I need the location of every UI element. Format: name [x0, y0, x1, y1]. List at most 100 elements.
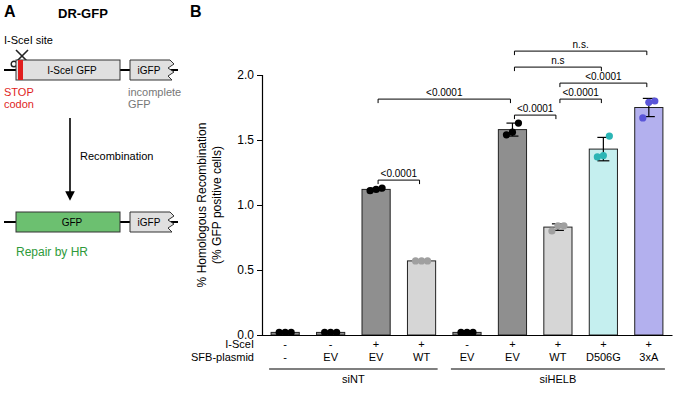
data-point	[651, 97, 658, 104]
significance-bracket	[514, 51, 646, 55]
y-tick-mark	[257, 75, 262, 76]
data-point	[639, 114, 646, 121]
x-tick: WT	[413, 335, 430, 363]
row-value: +	[418, 338, 424, 350]
group-label: siHELB	[540, 373, 577, 385]
data-point	[424, 257, 431, 264]
x-tick: D506G	[586, 335, 621, 363]
arrow	[69, 118, 71, 196]
stop-label: STOP	[4, 86, 34, 98]
x-axis-line	[263, 335, 673, 336]
significance-bracket	[514, 115, 555, 119]
row-value: +	[600, 338, 606, 350]
significance-label: <0.0001	[585, 71, 622, 82]
x-tick-label: EV	[323, 351, 338, 363]
x-tick-label: EV	[369, 351, 384, 363]
y-tick-label: 2.0	[237, 68, 254, 82]
plot-area	[271, 97, 663, 335]
gene-box	[16, 60, 120, 80]
row-value: +	[646, 338, 652, 350]
row-value: +	[373, 338, 379, 350]
data-point	[288, 329, 295, 335]
group-label: siNT	[342, 373, 365, 385]
y-tick: 2.0	[237, 68, 262, 82]
x-tick: 3xA	[639, 335, 659, 363]
data-point	[594, 153, 601, 160]
data-point	[372, 186, 379, 193]
gene-box	[16, 212, 120, 232]
y-tick-mark	[257, 270, 262, 271]
y-tick-mark	[257, 205, 262, 206]
y-tick-mark	[257, 140, 262, 141]
x-tick-label: 3xA	[639, 351, 659, 363]
partial-gene-box	[130, 60, 174, 80]
group-line	[451, 368, 665, 369]
figure: ADR-GFPI-SceI siteI-SceI GFPiGFPSTOPcodo…	[0, 0, 682, 415]
x-tick: -	[283, 335, 287, 363]
data-point	[378, 185, 385, 192]
y-axis-line	[257, 76, 263, 336]
bar	[589, 149, 617, 335]
data-point	[366, 187, 373, 194]
y-axis-title: % Homologous Recombination	[195, 123, 209, 288]
data-point	[548, 227, 555, 234]
group-line	[269, 368, 438, 369]
significance-bracket	[378, 180, 419, 184]
x-tick-label: D506G	[586, 351, 621, 363]
panel-label: A	[4, 3, 16, 20]
bar	[498, 130, 526, 335]
significance-bracket	[560, 99, 601, 103]
x-tick-label: -	[283, 351, 287, 363]
x-tick: WT	[549, 335, 566, 363]
x-tick-label: EV	[505, 351, 520, 363]
y-tick-label: 0.5	[237, 263, 254, 277]
gene-label: I-SceI GFP	[47, 65, 97, 76]
data-point	[560, 222, 567, 229]
y-tick-label: 1.0	[237, 198, 254, 212]
x-tick: EV	[323, 335, 338, 363]
x-tick-label: WT	[549, 351, 566, 363]
x-tick: EV	[505, 335, 520, 363]
y-tick-mark	[257, 335, 262, 336]
x-tick-label: EV	[460, 351, 475, 363]
cut-site-label: I-SceI site	[4, 34, 53, 46]
gene-label: GFP	[62, 217, 83, 228]
data-point	[469, 329, 476, 335]
y-axis: 0.00.51.01.52.0	[237, 68, 262, 342]
row-value: -	[329, 338, 333, 350]
significance-annotations: <0.0001<0.0001<0.0001<0.0001<0.0001n.sn.…	[378, 39, 647, 184]
partial-gene-label: iGFP	[138, 217, 161, 228]
panel-a: ADR-GFPI-SceI siteI-SceI GFPiGFPSTOPcodo…	[4, 3, 181, 259]
bar	[362, 189, 390, 335]
significance-bracket	[514, 67, 601, 71]
x-tick: EV	[369, 335, 384, 363]
data-point	[600, 152, 607, 159]
significance-label: n.s.	[573, 39, 589, 50]
data-point	[509, 129, 516, 136]
data-point	[606, 133, 613, 140]
data-point	[645, 99, 652, 106]
result-label: Repair by HR	[16, 245, 88, 259]
significance-label: <0.0001	[381, 168, 418, 179]
partial-gene-box	[130, 212, 174, 232]
significance-bracket	[378, 99, 510, 103]
row-value: -	[465, 338, 469, 350]
panel-label: B	[190, 3, 202, 20]
significance-label: <0.0001	[517, 103, 554, 114]
stop-codon-mark	[18, 60, 23, 80]
x-tick: EV	[460, 335, 475, 363]
row-value: -	[283, 338, 287, 350]
row-label: SFB-plasmid	[191, 351, 254, 363]
significance-label: n.s	[551, 55, 564, 66]
y-tick: 1.0	[237, 198, 262, 212]
y-axis-title: (% GFP positive cells)	[210, 146, 224, 264]
y-tick: 0.5	[237, 263, 262, 277]
bar	[635, 108, 663, 336]
partial-gene-label: iGFP	[138, 65, 161, 76]
significance-label: <0.0001	[562, 87, 599, 98]
bar	[544, 227, 572, 335]
row-label: I-SceI	[225, 338, 254, 350]
partial-note: GFP	[128, 98, 151, 110]
step-label: Recombination	[80, 150, 153, 162]
y-tick: 1.5	[237, 133, 262, 147]
